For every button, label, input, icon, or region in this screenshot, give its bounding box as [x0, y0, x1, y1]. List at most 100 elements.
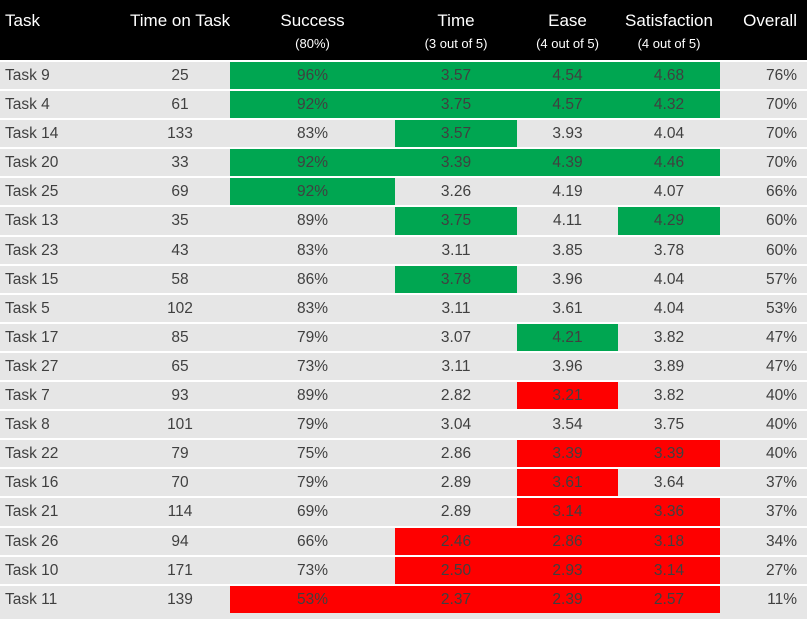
header-sublabel: (80%) — [295, 36, 330, 51]
cell-success: 79% — [296, 416, 329, 434]
cell-ease: 4.54 — [517, 62, 618, 90]
table-header-row: Task Time on Task Success (80%) Time (3 out o… — [0, 0, 807, 60]
header-sublabel: (4 out of 5) — [637, 36, 701, 51]
table-row: Task 9 25 96% 3.57 4.54 4.68 76% — [0, 60, 807, 90]
cell-ease: 3.61 — [517, 469, 618, 497]
cell-task: Task 14 — [5, 125, 59, 143]
table-row: Task 5 102 83% 3.11 3.61 4.04 53% — [0, 292, 807, 322]
header-cell-success: Success (80%) — [230, 0, 395, 60]
cell-satisfaction: 4.07 — [653, 183, 685, 201]
cell-time: 3.75 — [395, 207, 517, 235]
cell-overall: 70% — [765, 125, 797, 143]
cell-ease: 3.96 — [552, 270, 583, 288]
cell-overall: 37% — [765, 503, 797, 521]
cell-satisfaction: 4.32 — [618, 91, 720, 119]
cell-ease: 3.85 — [552, 241, 583, 259]
cell-time_on_task: 102 — [167, 299, 193, 317]
header-label: Success — [280, 11, 345, 30]
cell-success: 96% — [230, 62, 395, 90]
header-label: Ease — [548, 11, 587, 30]
cell-time: 2.82 — [440, 387, 472, 405]
table-row: Task 20 33 92% 3.39 4.39 4.46 70% — [0, 147, 807, 177]
cell-time: 2.46 — [395, 527, 517, 555]
table-body: Task 9 25 96% 3.57 4.54 4.68 76% Task 4 61 92% 3.7… — [0, 60, 807, 613]
cell-ease: 3.39 — [517, 440, 618, 468]
cell-task: Task 25 — [5, 183, 59, 201]
cell-satisfaction: 3.64 — [653, 474, 685, 492]
cell-time_on_task: 139 — [167, 590, 193, 608]
cell-time: 2.89 — [440, 474, 472, 492]
cell-satisfaction: 3.75 — [653, 416, 685, 434]
header-cell-satisfaction: Satisfaction (4 out of 5) — [618, 0, 720, 60]
cell-task: Task 20 — [5, 154, 59, 172]
cell-overall: 60% — [765, 212, 797, 230]
cell-task: Task 17 — [5, 328, 59, 346]
cell-overall: 70% — [765, 96, 797, 114]
table-row: Task 26 94 66% 2.46 2.86 3.18 34% — [0, 525, 807, 555]
table-row: Task 23 43 83% 3.11 3.85 3.78 60% — [0, 234, 807, 264]
cell-ease: 4.57 — [517, 91, 618, 119]
cell-time_on_task: 171 — [167, 561, 193, 579]
table-row: Task 10 171 73% 2.50 2.93 3.14 27% — [0, 554, 807, 584]
cell-satisfaction: 3.82 — [653, 328, 685, 346]
cell-success: 83% — [296, 299, 329, 317]
cell-satisfaction: 3.39 — [618, 440, 720, 468]
cell-satisfaction: 3.36 — [618, 498, 720, 526]
cell-overall: 47% — [765, 357, 797, 375]
cell-overall: 11% — [767, 590, 797, 608]
table-row: Task 27 65 73% 3.11 3.96 3.89 47% — [0, 350, 807, 380]
cell-satisfaction: 3.78 — [653, 241, 685, 259]
table-row: Task 14 133 83% 3.57 3.93 4.04 70% — [0, 118, 807, 148]
cell-time_on_task: 114 — [167, 503, 193, 521]
cell-ease: 4.21 — [517, 323, 618, 351]
cell-time: 3.78 — [395, 265, 517, 293]
cell-time_on_task: 94 — [171, 532, 189, 550]
cell-success: 92% — [230, 178, 395, 206]
cell-task: Task 21 — [5, 503, 59, 521]
header-label: Task — [5, 11, 40, 30]
cell-task: Task 9 — [5, 67, 50, 84]
cell-satisfaction: 3.89 — [653, 357, 685, 375]
cell-ease: 3.61 — [552, 299, 583, 317]
cell-satisfaction: 3.82 — [653, 387, 685, 405]
cell-success: 92% — [230, 149, 395, 177]
cell-ease: 2.39 — [517, 585, 618, 613]
cell-ease: 3.93 — [552, 125, 583, 143]
cell-time: 3.75 — [395, 91, 517, 119]
cell-overall: 27% — [765, 561, 797, 579]
cell-time_on_task: 85 — [171, 328, 189, 346]
cell-overall: 76% — [765, 67, 797, 84]
table-row: Task 13 35 89% 3.75 4.11 4.29 60% — [0, 205, 807, 235]
table-row: Task 7 93 89% 2.82 3.21 3.82 40% — [0, 380, 807, 410]
cell-success: 66% — [296, 532, 329, 550]
cell-satisfaction: 4.04 — [653, 299, 685, 317]
cell-satisfaction: 4.29 — [618, 207, 720, 235]
header-cell-time: Time (3 out of 5) — [395, 0, 517, 60]
cell-time: 3.57 — [395, 120, 517, 148]
cell-time_on_task: 69 — [171, 183, 189, 201]
cell-success: 89% — [296, 387, 329, 405]
cell-success: 73% — [296, 561, 329, 579]
cell-ease: 3.14 — [517, 498, 618, 526]
cell-overall: 40% — [765, 416, 797, 434]
header-label: Time on Task — [130, 11, 230, 30]
cell-overall: 37% — [765, 474, 797, 492]
cell-success: 86% — [296, 270, 329, 288]
header-label: Overall — [743, 11, 797, 30]
cell-task: Task 10 — [5, 561, 59, 579]
header-cell-ease: Ease (4 out of 5) — [517, 0, 618, 60]
cell-time: 3.11 — [441, 299, 471, 317]
table-row: Task 21 114 69% 2.89 3.14 3.36 37% — [0, 496, 807, 526]
table-row: Task 25 69 92% 3.26 4.19 4.07 66% — [0, 176, 807, 206]
cell-overall: 40% — [765, 387, 797, 405]
cell-success: 92% — [230, 91, 395, 119]
cell-overall: 47% — [765, 328, 797, 346]
cell-time_on_task: 33 — [171, 154, 189, 172]
cell-overall: 57% — [765, 270, 797, 288]
cell-task: Task 7 — [5, 387, 50, 405]
header-label: Satisfaction — [625, 11, 713, 30]
table-row: Task 8 101 79% 3.04 3.54 3.75 40% — [0, 409, 807, 438]
table-row: Task 15 58 86% 3.78 3.96 4.04 57% — [0, 263, 807, 293]
cell-ease: 3.21 — [517, 382, 618, 410]
cell-time: 3.04 — [440, 416, 472, 434]
